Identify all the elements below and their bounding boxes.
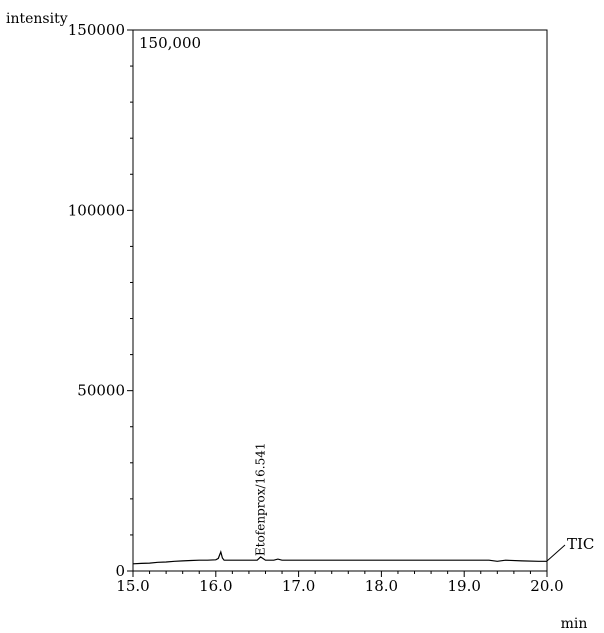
- y-tick-label: 50000: [77, 382, 125, 400]
- tic-trace: [132, 549, 547, 565]
- x-tick-label: 20.0: [530, 577, 563, 595]
- y-axis-label: intensity: [6, 11, 68, 27]
- x-tick-label: 17.0: [282, 577, 315, 595]
- peak-label: Etofenprox/16.541: [254, 442, 268, 556]
- x-axis-label: min: [561, 616, 588, 632]
- trace-label-leader: [546, 544, 566, 562]
- y-tick-label: 0: [115, 562, 125, 580]
- x-tick-label: 18.0: [365, 577, 398, 595]
- y-tick-label: 150000: [68, 21, 125, 39]
- x-tick-label: 16.0: [199, 577, 232, 595]
- trace-label: TIC: [567, 535, 594, 553]
- y-tick-label: 100000: [68, 201, 125, 219]
- x-tick-label: 19.0: [447, 577, 480, 595]
- x-tick-label: 15.0: [116, 577, 149, 595]
- plot-frame: [132, 29, 548, 572]
- full-scale-label: 150,000: [139, 34, 201, 52]
